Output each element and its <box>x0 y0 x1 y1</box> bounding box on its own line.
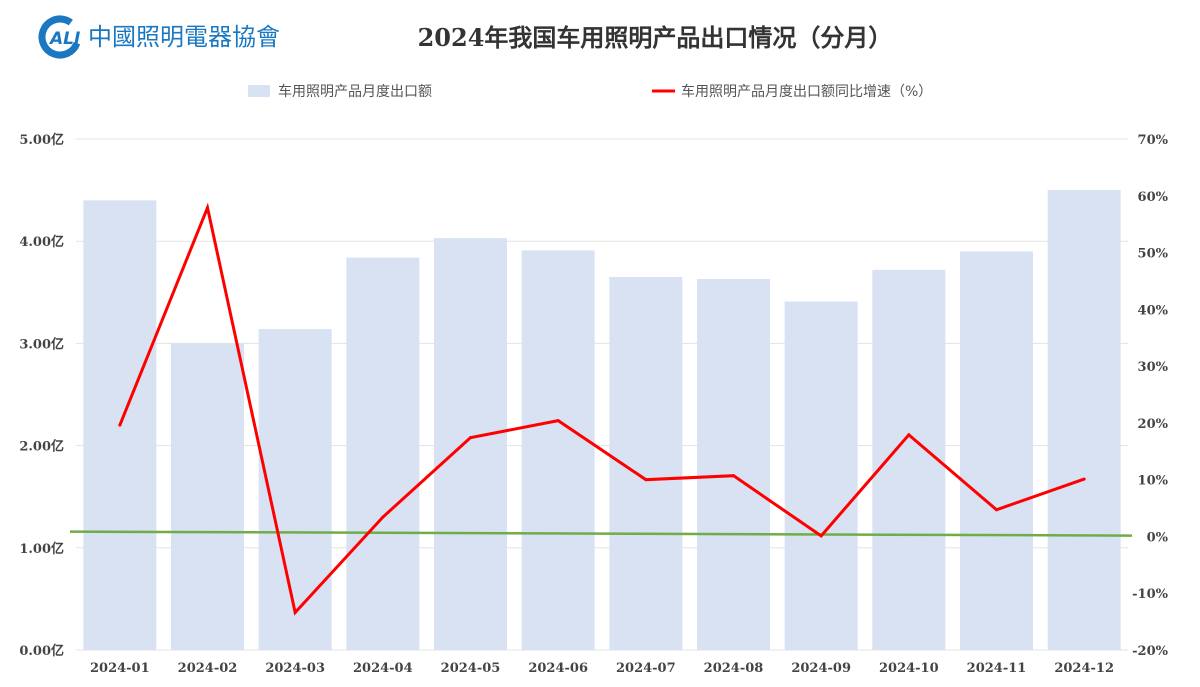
x-tick-label: 2024-11 <box>967 661 1027 676</box>
x-tick-label: 2024-05 <box>441 661 501 676</box>
y-left-tick-label: 2.00亿 <box>19 439 64 455</box>
x-tick-label: 2024-10 <box>879 661 939 676</box>
line-point <box>469 436 472 440</box>
bar <box>697 279 770 650</box>
y-right-tick-label: 10% <box>1138 474 1169 489</box>
bar <box>171 343 244 650</box>
chart-title: 2024年我国车用照明产品出口情况（分月） <box>418 23 893 52</box>
x-tick-label: 2024-08 <box>704 661 764 676</box>
x-tick-label: 2024-09 <box>791 661 851 676</box>
y-right-tick-label: 60% <box>1138 190 1169 205</box>
legend-label-bar: 车用照明产品月度出口额 <box>278 83 432 100</box>
y-left-tick-label: 3.00亿 <box>19 336 64 352</box>
line-point <box>732 474 735 478</box>
line-point <box>118 423 122 427</box>
logo-text: 中國照明電器協會 <box>88 23 280 51</box>
logo: ALI 中國照明電器協會 <box>38 15 280 59</box>
y-right-tick-label: 70% <box>1138 133 1169 148</box>
y-right-tick-label: -10% <box>1132 587 1168 602</box>
y-left-tick-label: 4.00亿 <box>19 234 64 250</box>
y-left-tick-label: 5.00亿 <box>19 132 64 148</box>
legend-label-line: 车用照明产品月度出口额同比增速（%） <box>681 83 932 100</box>
logo-mark: ALI <box>48 29 80 49</box>
y-right-tick-label: 30% <box>1138 360 1169 375</box>
y-right-tick-label: 40% <box>1138 303 1169 318</box>
line-point <box>556 419 560 423</box>
x-tick-label: 2024-06 <box>528 661 588 676</box>
y-left-tick-label: 1.00亿 <box>19 541 64 557</box>
y-right-tick-label: 0% <box>1147 530 1169 545</box>
bar <box>434 238 507 650</box>
bar <box>784 301 858 650</box>
line-point <box>293 611 297 615</box>
y-right-tick-label: 50% <box>1138 247 1169 262</box>
line-point <box>819 534 823 538</box>
bar <box>872 269 946 650</box>
reference-line <box>69 530 1133 537</box>
line-point <box>381 515 385 519</box>
y-left-tick-label: 0.00亿 <box>19 643 64 659</box>
line-point <box>644 478 648 482</box>
legend: 车用照明产品月度出口额 车用照明产品月度出口额同比增速（%） <box>248 83 932 100</box>
y-right-tick-label: -20% <box>1132 644 1168 659</box>
x-tick-label: 2024-03 <box>265 661 325 676</box>
bar <box>960 251 1033 651</box>
y-right-tick-label: 20% <box>1138 417 1169 432</box>
line-point <box>995 508 998 512</box>
legend-swatch-bar <box>248 85 270 97</box>
series-line <box>118 202 1085 616</box>
bar <box>346 257 420 650</box>
x-tick-label: 2024-07 <box>616 661 676 676</box>
x-tick-label: 2024-04 <box>353 661 413 676</box>
x-tick-label: 2024-12 <box>1054 661 1114 676</box>
bar <box>258 329 332 650</box>
line-point <box>907 433 911 437</box>
bar <box>521 250 595 650</box>
line-point <box>206 206 209 210</box>
x-tick-label: 2024-01 <box>90 661 150 676</box>
bar <box>1047 190 1121 650</box>
line-point <box>1082 477 1086 481</box>
x-tick-label: 2024-02 <box>178 661 238 676</box>
